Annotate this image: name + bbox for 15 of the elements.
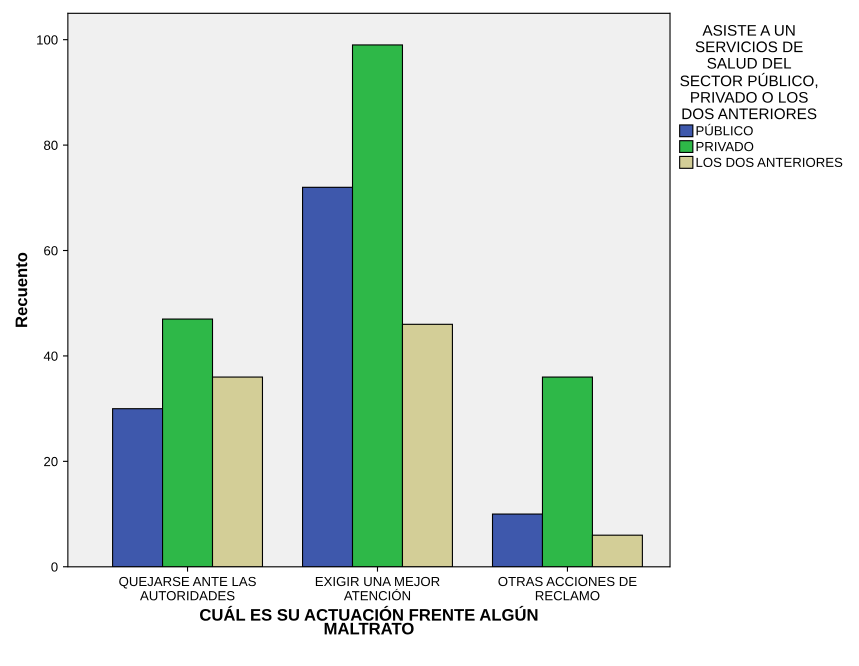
legend-label: PÚBLICO <box>696 124 753 136</box>
y-tick-label: 60 <box>44 246 58 256</box>
y-tick-label: 100 <box>37 35 58 45</box>
legend-label: PRIVADO <box>696 142 754 152</box>
x-axis-title: CUÁL ES SU ACTUACIÓN FRENTE ALGÚN MALTRATO <box>200 606 538 635</box>
y-tick-label: 20 <box>44 456 58 466</box>
legend-label: LOS DOS ANTERIORES <box>696 158 842 168</box>
x-tick-label: QUEJARSE ANTE LAS AUTORIDADES <box>119 576 256 600</box>
legend-title: ASISTE A UN SERVICIOS DE SALUD DEL SECTOR PÚBLICO, PRIVADO O LOS DOS ANTERIORES <box>680 24 818 120</box>
y-tick-label: 40 <box>44 351 58 361</box>
y-tick-label: 0 <box>51 562 58 572</box>
x-tick-label: OTRAS ACCIONES DE RECLAMO <box>498 576 637 600</box>
y-axis-title: Recuento <box>16 252 28 327</box>
x-tick-label: EXIGIR UNA MEJOR ATENCIÓN <box>316 576 440 600</box>
y-tick-label: 80 <box>44 140 58 150</box>
